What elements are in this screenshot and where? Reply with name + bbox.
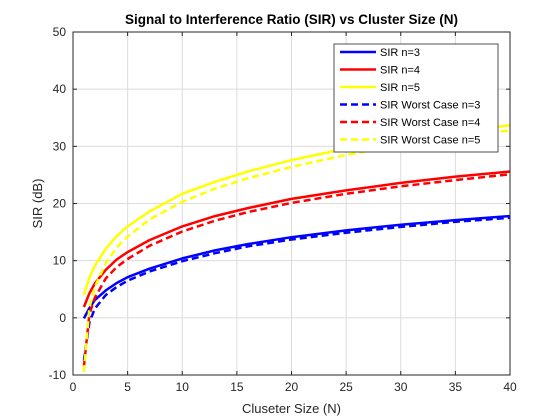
legend-label: SIR n=3 bbox=[380, 47, 420, 59]
x-tick-label: 35 bbox=[449, 380, 463, 394]
x-axis-ticks: 0 5 10 15 20 25 30 35 40 bbox=[70, 32, 517, 394]
y-tick-label: 50 bbox=[53, 25, 67, 39]
x-tick-label: 20 bbox=[285, 380, 299, 394]
legend-label: SIR Worst Case n=4 bbox=[380, 117, 480, 129]
series-line-1 bbox=[82, 214, 511, 319]
x-tick-label: 5 bbox=[124, 380, 131, 394]
y-tick-label: 0 bbox=[59, 311, 66, 325]
y-tick-label: 20 bbox=[53, 197, 67, 211]
x-axis-label: Cluseter Size (N) bbox=[242, 401, 341, 416]
legend-label: SIR n=5 bbox=[380, 82, 420, 94]
x-tick-label: 10 bbox=[176, 380, 190, 394]
y-tick-label: 10 bbox=[53, 254, 67, 268]
x-tick-label: 30 bbox=[394, 380, 408, 394]
x-tick-label: 25 bbox=[339, 380, 353, 394]
chart-title: Signal to Interference Ratio (SIR) vs Cl… bbox=[125, 12, 458, 27]
y-axis-ticks: -10 0 10 20 30 40 50 bbox=[49, 25, 510, 382]
legend: SIR n=3 SIR n=4 SIR n=5 SIR Worst Case n=3 S… bbox=[333, 43, 499, 153]
legend-label: SIR Worst Case n=3 bbox=[380, 100, 480, 112]
y-tick-label: -10 bbox=[49, 368, 67, 382]
legend-label: SIR n=4 bbox=[380, 65, 420, 77]
series-line-4 bbox=[82, 216, 511, 361]
legend-items: SIR n=3 SIR n=4 SIR n=5 SIR Worst Case n=3 S… bbox=[340, 47, 480, 147]
legend-box bbox=[333, 43, 499, 153]
y-axis-label: SIR (dB) bbox=[30, 179, 45, 229]
x-tick-label: 40 bbox=[503, 380, 517, 394]
series-line-5 bbox=[82, 173, 511, 367]
x-tick-label: 15 bbox=[230, 380, 244, 394]
legend-label: SIR Worst Case n=5 bbox=[380, 135, 480, 147]
y-tick-label: 40 bbox=[53, 82, 67, 96]
y-tick-label: 30 bbox=[53, 139, 67, 153]
x-tick-label: 0 bbox=[70, 380, 77, 394]
